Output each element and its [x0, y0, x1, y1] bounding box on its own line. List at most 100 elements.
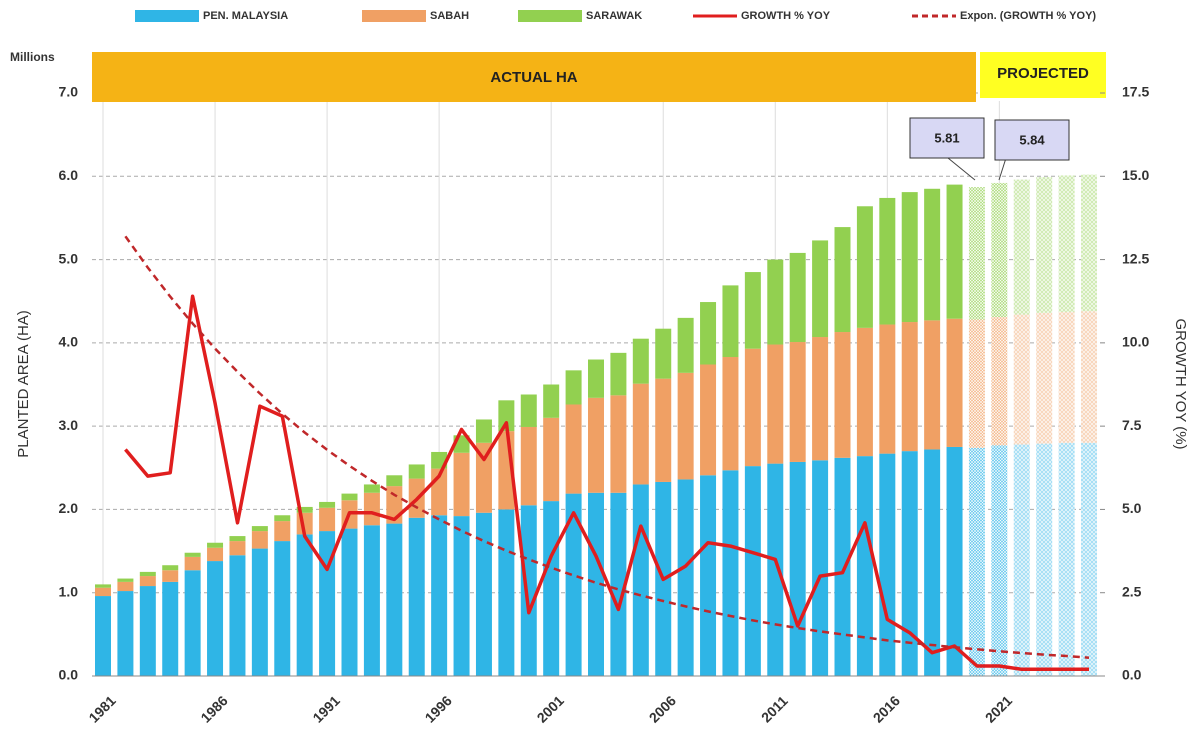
bar — [856, 206, 873, 328]
legend-label: Expon. (GROWTH % YOY) — [960, 10, 1096, 22]
bar — [968, 187, 985, 320]
bar — [856, 327, 873, 457]
bar — [274, 515, 291, 522]
bar — [363, 484, 380, 493]
bar — [319, 501, 336, 508]
bar — [767, 344, 784, 464]
legend-label: SARAWAK — [586, 10, 642, 22]
bar — [117, 578, 134, 582]
bar — [117, 591, 134, 676]
bar — [901, 322, 918, 452]
bar — [475, 512, 492, 676]
bar — [924, 449, 941, 676]
bar — [363, 525, 380, 676]
bar — [856, 456, 873, 676]
bar — [453, 516, 470, 676]
bar — [991, 317, 1008, 446]
bar — [431, 515, 448, 676]
bar — [879, 197, 896, 325]
bar — [1058, 312, 1075, 443]
bar — [475, 419, 492, 443]
trend-line — [124, 235, 1090, 659]
bar — [341, 528, 358, 676]
y2-tick-label: 12.5 — [1122, 250, 1149, 266]
bar — [543, 384, 560, 418]
bar — [834, 457, 851, 676]
y2-axis-label: GROWTH YOY (%) — [1172, 318, 1189, 449]
annotation-pointer — [947, 157, 976, 181]
bar — [677, 372, 694, 480]
y2-tick-label: 15.0 — [1122, 167, 1149, 183]
bar — [1013, 444, 1030, 676]
x-tick-label: 2011 — [758, 693, 791, 726]
bar — [789, 252, 806, 343]
bar — [184, 570, 201, 676]
bar — [408, 517, 425, 676]
bar — [408, 464, 425, 479]
legend-label: SABAH — [430, 10, 469, 22]
y2-tick-label: 17.5 — [1122, 84, 1149, 100]
legend-label: PEN. MALAYSIA — [203, 10, 288, 22]
bar — [946, 184, 963, 319]
bar — [475, 442, 492, 513]
unit-label: Millions — [10, 50, 55, 64]
bar — [1081, 442, 1097, 676]
bar — [319, 507, 336, 532]
legend-swatch — [362, 10, 426, 22]
bar — [700, 364, 717, 476]
bar — [520, 505, 537, 676]
bar — [677, 317, 694, 373]
bar — [1058, 175, 1075, 313]
growth-line — [124, 294, 1089, 672]
bar — [543, 501, 560, 676]
bar — [207, 542, 224, 548]
bar — [610, 352, 627, 396]
bar — [1058, 442, 1075, 676]
y2-tick-label: 10.0 — [1122, 334, 1149, 350]
actual-band-label: ACTUAL HA — [490, 69, 577, 86]
legend-swatch — [135, 10, 199, 22]
bar — [229, 555, 246, 676]
bar — [655, 328, 672, 379]
bar — [744, 272, 761, 349]
bar — [1036, 177, 1053, 313]
annotation-box — [994, 119, 1070, 161]
bar — [632, 484, 649, 676]
bar — [588, 397, 604, 493]
bar — [610, 395, 627, 493]
bar — [901, 451, 918, 676]
annotation: 5.84 — [1019, 132, 1045, 147]
bar — [520, 394, 537, 427]
y-tick-label: 3.0 — [59, 417, 79, 433]
legend-label: GROWTH % YOY — [741, 10, 831, 22]
bar — [162, 570, 179, 582]
bar — [162, 565, 179, 571]
x-tick-label: 1991 — [310, 692, 343, 725]
bar — [1013, 179, 1030, 315]
bar — [207, 547, 224, 562]
x-tick-label: 2006 — [646, 692, 679, 725]
bar — [1036, 443, 1053, 676]
bar — [991, 445, 1008, 676]
bar — [184, 556, 201, 571]
bar — [789, 342, 806, 462]
y-tick-label: 5.0 — [59, 250, 79, 266]
bar — [1013, 314, 1030, 445]
bar — [251, 526, 268, 532]
bar — [879, 453, 896, 676]
bar — [1081, 311, 1097, 443]
bar — [229, 541, 246, 556]
bar — [296, 534, 313, 676]
bar — [1081, 174, 1097, 312]
bar — [722, 470, 739, 676]
bar — [968, 447, 985, 676]
y-tick-label: 6.0 — [59, 167, 79, 183]
y-tick-label: 2.0 — [59, 500, 79, 516]
bar — [588, 359, 604, 398]
bar — [901, 192, 918, 323]
bar — [251, 548, 268, 676]
bar — [184, 552, 201, 557]
bar — [565, 493, 582, 676]
y-tick-label: 0.0 — [59, 667, 79, 683]
y2-tick-label: 0.0 — [1122, 667, 1142, 683]
